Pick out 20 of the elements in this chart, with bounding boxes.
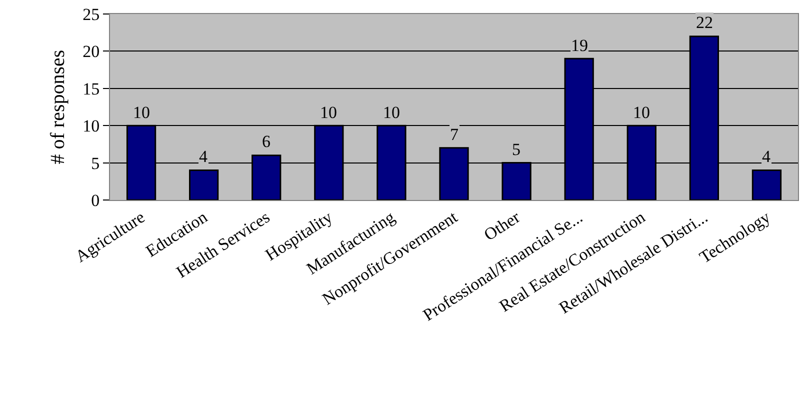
bar bbox=[752, 169, 782, 200]
data-label: 22 bbox=[696, 13, 713, 32]
y-tick-label: 0 bbox=[91, 190, 100, 210]
data-label: 10 bbox=[320, 103, 337, 122]
y-tick-label: 25 bbox=[82, 4, 100, 24]
data-label: 7 bbox=[450, 125, 459, 144]
data-label: 6 bbox=[262, 132, 270, 151]
y-axis-title: # of responses bbox=[47, 50, 70, 164]
y-tick-label: 15 bbox=[82, 79, 100, 98]
data-label: 10 bbox=[633, 103, 650, 122]
data-label: 19 bbox=[571, 36, 588, 55]
bar bbox=[189, 169, 219, 200]
y-tick-label: 10 bbox=[82, 116, 100, 136]
data-label: 10 bbox=[383, 103, 400, 122]
data-label: 4 bbox=[762, 147, 771, 166]
y-tick-label: 20 bbox=[82, 42, 100, 62]
y-tick-label: 5 bbox=[91, 154, 100, 173]
data-label: 10 bbox=[133, 103, 150, 122]
data-label: 4 bbox=[199, 147, 208, 166]
data-label: 5 bbox=[512, 140, 520, 159]
